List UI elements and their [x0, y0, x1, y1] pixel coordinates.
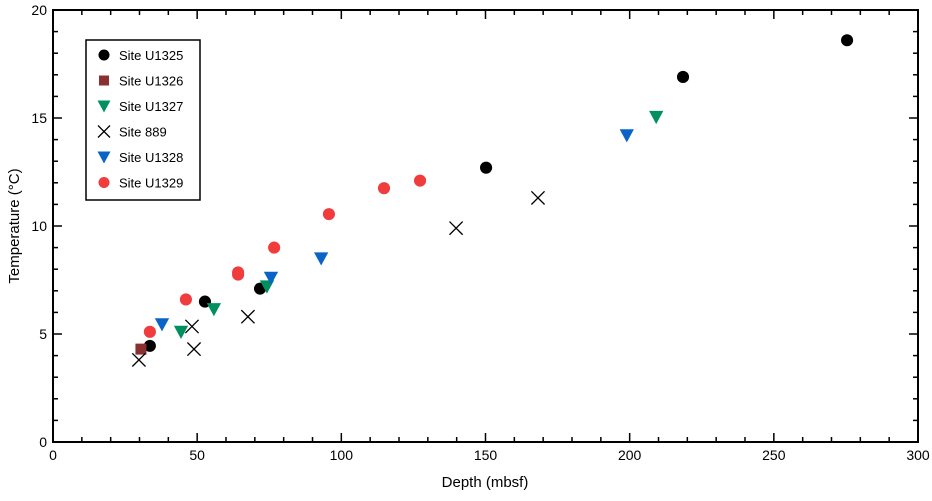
data-point [480, 161, 493, 174]
series-site-u1326 [135, 343, 147, 355]
x-tick-label: 200 [618, 447, 642, 463]
legend-marker [97, 151, 111, 164]
data-point [232, 268, 245, 281]
data-point [154, 318, 170, 332]
legend-marker [98, 177, 110, 188]
data-point [206, 303, 222, 317]
data-point [322, 208, 335, 221]
legend-label: Site U1328 [119, 150, 183, 165]
data-point [135, 343, 147, 355]
data-point [377, 182, 391, 195]
data-points [131, 34, 854, 367]
series-site-u1329 [143, 174, 427, 338]
data-point [263, 271, 279, 285]
data-point [649, 110, 664, 125]
data-point [173, 325, 189, 339]
legend-marker [99, 75, 109, 86]
legend-marker [97, 100, 111, 113]
data-point [179, 293, 192, 306]
data-point [184, 319, 200, 334]
x-tick-label: 300 [906, 447, 930, 463]
data-point [143, 339, 156, 352]
series-site-u1325 [143, 34, 854, 352]
legend-marker [97, 125, 111, 138]
legend-label: Site 889 [119, 125, 167, 140]
legend: Site U1325 Site U1326 Site U1327 Site 889 Si… [85, 39, 201, 201]
x-tick-label: 0 [49, 447, 57, 463]
data-point [314, 252, 329, 266]
series-site-u1327 [173, 110, 664, 339]
y-tick-label: 15 [31, 110, 47, 126]
data-point [530, 190, 546, 205]
legend-label: Site U1329 [119, 176, 183, 191]
data-point [131, 352, 146, 367]
legend-label: Site U1327 [119, 99, 183, 114]
x-tick-label: 100 [330, 447, 354, 463]
data-point [413, 174, 427, 187]
data-point [240, 309, 255, 324]
data-point [186, 342, 202, 357]
data-point [143, 325, 156, 338]
legend-label: Site U1326 [119, 74, 183, 89]
x-tick-label: 150 [474, 447, 498, 463]
y-tick-label: 20 [31, 2, 47, 18]
y-axis-label: Temperature (°C) [6, 168, 23, 283]
data-point [268, 241, 281, 254]
data-point [619, 129, 634, 143]
y-tick-label: 5 [39, 326, 47, 342]
x-axis-label: Depth (mbsf) [442, 474, 529, 491]
x-tick-label: 50 [189, 447, 205, 463]
series-site-889 [131, 190, 546, 367]
series-site-u1328 [154, 129, 634, 332]
legend-label: Site U1325 [119, 48, 183, 63]
data-point [676, 70, 690, 84]
y-tick-label: 10 [31, 218, 47, 234]
legend-marker [98, 49, 110, 61]
y-tick-label: 0 [39, 434, 47, 450]
axes: 0 50 100 150 200 250 300 0 5 10 15 20 [31, 2, 929, 463]
x-tick-label: 250 [762, 447, 786, 463]
data-point [841, 34, 854, 47]
legend-box [85, 39, 201, 201]
data-point [449, 221, 464, 236]
